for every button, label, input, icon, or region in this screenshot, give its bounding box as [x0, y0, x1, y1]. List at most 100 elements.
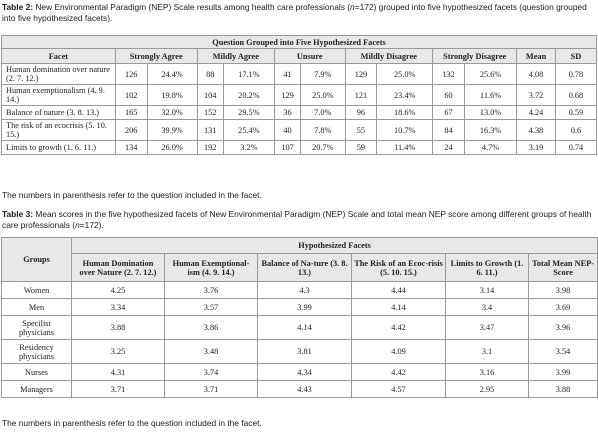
table2-caption-text-2: =172) grouped into five hypothesized fac… — [2, 2, 587, 23]
value-cell: 3.57 — [164, 298, 258, 316]
value-cell: 67 — [432, 105, 465, 120]
value-cell: 3.71 — [164, 380, 258, 398]
mean-cell: 4.24 — [516, 105, 556, 120]
sd-cell: 0.59 — [554, 105, 598, 120]
value-cell: 4.42 — [351, 363, 446, 381]
group-cell: Women — [1, 281, 72, 299]
value-cell: 24 — [432, 140, 465, 155]
mean-cell: 3.19 — [516, 140, 556, 155]
value-cell: 192 — [196, 140, 224, 155]
percent-cell: 25.0% — [376, 63, 434, 85]
percent-cell: 32.0% — [146, 105, 198, 120]
col-risk-of-ecocrisis: The Risk of an Ecoc-risis (5. 10. 15.) — [351, 253, 446, 282]
value-cell: 3.69 — [527, 298, 598, 316]
group-cell: Men — [1, 298, 72, 316]
percent-cell: 3.2% — [222, 140, 275, 155]
table-row: Men 3.34 3.57 3.99 4.14 3.4 3.69 — [1, 298, 598, 316]
value-cell: 3.88 — [71, 315, 165, 340]
sd-cell: 0.74 — [554, 140, 598, 155]
value-cell: 4.31 — [71, 363, 165, 381]
percent-cell: 29.5% — [222, 105, 275, 120]
percent-cell: 4.7% — [463, 140, 518, 155]
value-cell: 129 — [344, 63, 378, 85]
table2-note: The numbers in parenthesis refer to the … — [2, 190, 262, 200]
table-row: The risk of an ecocrisis (5. 10. 15.) 20… — [1, 119, 598, 141]
percent-cell: 13.0% — [463, 105, 518, 120]
table3-caption-text-2: =172). — [79, 220, 104, 230]
percent-cell: 10.7% — [376, 119, 434, 141]
value-cell: 4.14 — [257, 315, 352, 340]
col-mildly-agree: Mildly Agree — [196, 48, 275, 64]
value-cell: 3.1 — [445, 339, 529, 364]
col-unsure: Unsure — [273, 48, 346, 64]
table2-caption-text: New Environmental Paradigm (NEP) Scale r… — [33, 2, 351, 12]
value-cell: 3.16 — [445, 363, 529, 381]
value-cell: 3.54 — [527, 339, 598, 364]
value-cell: 134 — [114, 140, 148, 155]
value-cell: 36 — [273, 105, 302, 120]
value-cell: 3.47 — [445, 315, 529, 340]
value-cell: 3.88 — [527, 380, 598, 398]
col-human-domination: Human Domination over Nature (2. 7. 12.) — [71, 253, 165, 282]
value-cell: 88 — [196, 63, 224, 85]
percent-cell: 11.6% — [463, 84, 518, 106]
mean-cell: 4.38 — [516, 119, 556, 141]
facet-cell: Balance of nature (3. 8. 13.) — [1, 105, 116, 120]
percent-cell: 25.6% — [463, 63, 518, 85]
value-cell: 59 — [344, 140, 378, 155]
value-cell: 3.76 — [164, 281, 258, 299]
percent-cell: 20.7% — [300, 140, 346, 155]
value-cell: 55 — [344, 119, 378, 141]
value-cell: 40 — [273, 119, 302, 141]
percent-cell: 24.4% — [146, 63, 198, 85]
table-row: Human domination over nature (2. 7. 12.)… — [1, 63, 598, 85]
table-row: Limits to growth (1. 6. 11.) 134 26.0% 1… — [1, 140, 598, 155]
table3-caption-n: n — [75, 220, 80, 230]
table3-caption: Table 3: Mean scores in the five hypothe… — [2, 209, 596, 231]
table3-group-header-row: Groups Hypothesized Facets — [1, 237, 598, 282]
table3-caption-label: Table 3: — [2, 209, 34, 219]
table3-group-header: Hypothesized Facets — [70, 237, 598, 254]
table3-caption-text: Mean scores in the five hypothesized fac… — [2, 209, 592, 230]
value-cell: 3.48 — [164, 339, 258, 364]
percent-cell: 26.0% — [146, 140, 198, 155]
value-cell: 121 — [344, 84, 378, 106]
value-cell: 3.99 — [257, 298, 352, 316]
value-cell: 4.3 — [257, 281, 352, 299]
value-cell: 3.86 — [164, 315, 258, 340]
mean-cell: 4.08 — [516, 63, 556, 85]
facet-cell: Human exemptionalism (4. 9. 14.) — [1, 84, 116, 106]
value-cell: 3.25 — [71, 339, 165, 364]
table-row: Managers 3.71 3.71 4.43 4.57 2.95 3.88 — [1, 380, 598, 398]
table3: Groups Hypothesized Facets Human Dominat… — [1, 237, 598, 398]
table2-caption-n: n — [350, 2, 355, 12]
percent-cell: 25.0% — [300, 84, 346, 106]
percent-cell: 18.6% — [376, 105, 434, 120]
percent-cell: 17.1% — [222, 63, 275, 85]
table2-group-header-row: Question Grouped into Five Hypothesized … — [1, 35, 597, 49]
col-human-exemptionalism: Human Exemptional-ism (4. 9. 14.) — [164, 253, 258, 282]
value-cell: 102 — [114, 84, 148, 106]
value-cell: 3.98 — [527, 281, 598, 299]
facet-cell: Human domination over nature (2. 7. 12.) — [1, 63, 116, 85]
col-limits-to-growth: Limits to Growth (1. 6. 11.) — [445, 253, 529, 282]
value-cell: 3.14 — [445, 281, 529, 299]
table3-note: The numbers in parenthesis refer to the … — [2, 418, 262, 428]
group-cell: Nurses — [1, 363, 72, 381]
col-total-mean: Total Mean NEP-Score — [527, 253, 598, 282]
value-cell: 4.25 — [71, 281, 165, 299]
table3-header-row: Human Domination over Nature (2. 7. 12.)… — [2, 253, 598, 282]
group-cell: Specilist physicians — [1, 315, 72, 340]
table-row: Women 4.25 3.76 4.3 4.44 3.14 3.98 — [1, 281, 598, 299]
col-strongly-agree: Strongly Agree — [114, 48, 198, 64]
value-cell: 2.95 — [445, 380, 529, 398]
facet-cell: The risk of an ecocrisis (5. 10. 15.) — [1, 119, 116, 141]
col-mildly-disagree: Mildly Disagree — [344, 48, 434, 64]
sd-cell: 0.68 — [554, 84, 598, 106]
facet-cell: Limits to growth (1. 6. 11.) — [1, 140, 116, 155]
value-cell: 4.42 — [351, 315, 446, 340]
value-cell: 107 — [273, 140, 302, 155]
value-cell: 131 — [196, 119, 224, 141]
col-groups: Groups — [1, 237, 72, 282]
table2-caption-label: Table 2: — [2, 2, 34, 12]
